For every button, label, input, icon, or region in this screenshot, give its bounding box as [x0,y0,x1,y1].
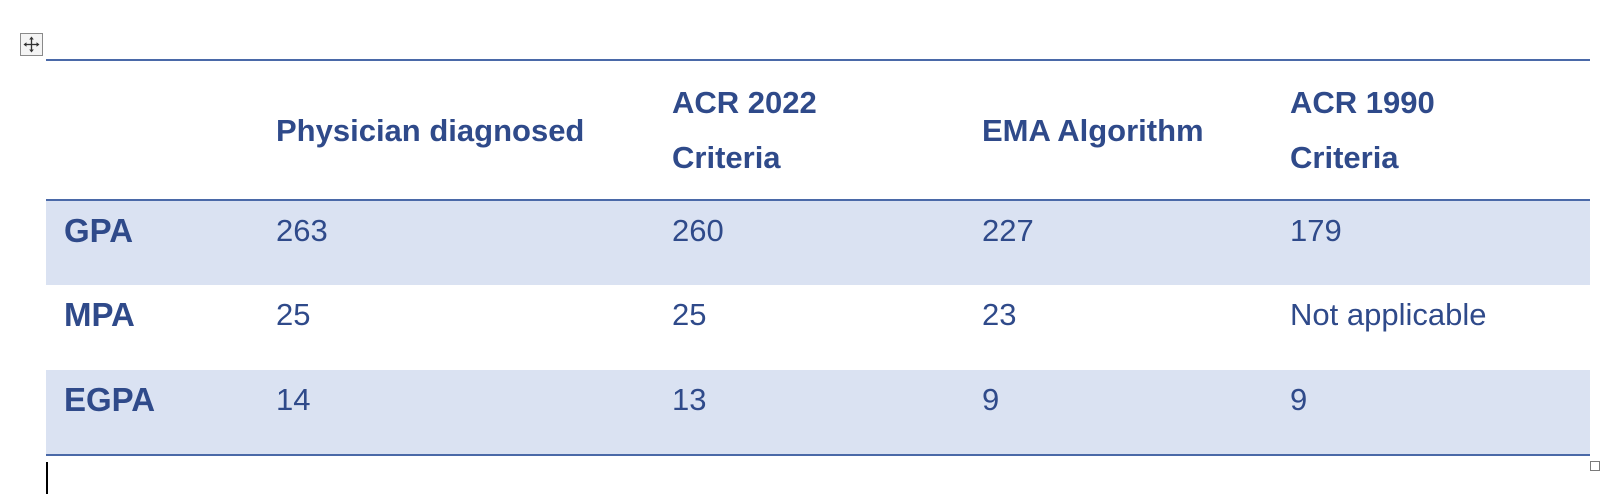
criteria-table: Physician diagnosed ACR 2022 Criteria EM… [46,59,1590,456]
header-cell-physician-diagnosed[interactable]: Physician diagnosed [276,112,585,148]
table-cell[interactable]: 14 [276,382,311,417]
table-cell[interactable]: 263 [276,213,328,248]
table-cell[interactable]: 227 [982,213,1034,248]
table-cell[interactable]: 25 [276,297,311,332]
text-cursor-line [46,462,48,494]
table-row: MPA 25 25 23 Not applicable [46,285,1590,370]
table-cell[interactable]: 23 [982,297,1017,332]
table-cell[interactable]: 9 [982,382,1000,417]
header-row: Physician diagnosed ACR 2022 Criteria EM… [46,60,1590,200]
row-label-mpa[interactable]: MPA [64,296,135,333]
table-cell[interactable]: 13 [672,382,707,417]
table-resize-handle[interactable] [1590,461,1600,471]
header-cell-acr-2022[interactable]: ACR 2022 Criteria [672,85,817,175]
data-table-container: Physician diagnosed ACR 2022 Criteria EM… [46,59,1590,456]
table-cell[interactable]: Not applicable [1290,297,1487,332]
header-cell-acr-1990[interactable]: ACR 1990 Criteria [1290,85,1435,175]
header-cell-ema-algorithm[interactable]: EMA Algorithm [982,112,1204,148]
row-label-gpa[interactable]: GPA [64,212,134,249]
table-row: GPA 263 260 227 179 [46,200,1590,285]
row-label-egpa[interactable]: EGPA [64,381,156,418]
table-cell[interactable]: 179 [1290,213,1342,248]
table-cell[interactable]: 260 [672,213,724,248]
table-cell[interactable]: 9 [1290,382,1308,417]
table-move-handle[interactable] [20,33,43,56]
move-arrows-icon [23,36,40,53]
table-row: EGPA 14 13 9 9 [46,370,1590,455]
table-cell[interactable]: 25 [672,297,707,332]
header-cell-empty[interactable] [46,60,276,200]
